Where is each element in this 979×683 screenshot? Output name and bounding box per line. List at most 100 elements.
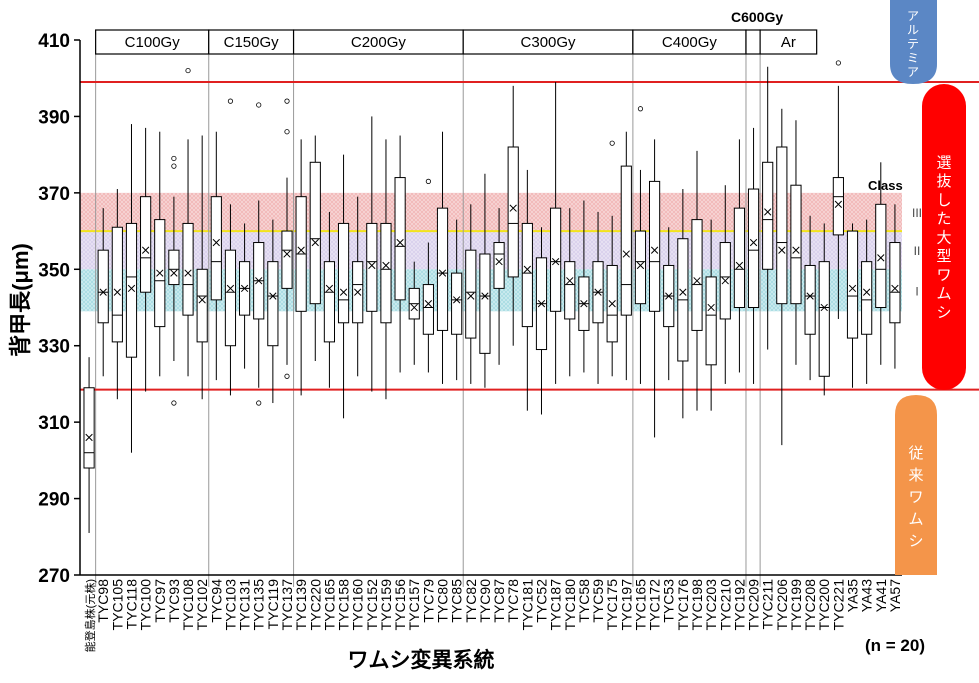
category-label: YA41 xyxy=(873,579,889,612)
box-TYC53 xyxy=(663,227,675,381)
mean-marker xyxy=(141,246,150,254)
box-iqr xyxy=(422,284,434,335)
box-TYC157 xyxy=(408,261,420,365)
mean-marker xyxy=(679,288,687,296)
category-label: TYC52 xyxy=(533,579,549,623)
mean-marker xyxy=(198,296,206,304)
category-label: YA43 xyxy=(859,579,875,612)
box-iqr xyxy=(493,242,505,289)
outlier-point xyxy=(284,129,290,135)
selected-rotifer-label-char: 抜 xyxy=(936,173,951,190)
x-axis-title: ワムシ変異系統 xyxy=(348,648,495,672)
box-iqr xyxy=(323,261,336,343)
mean-marker xyxy=(156,269,164,277)
selected-rotifer-label-char: ム xyxy=(936,286,951,303)
selected-rotifer-label-char: 大 xyxy=(936,229,951,246)
category-label: TYC98 xyxy=(95,579,111,623)
box-TYC208 xyxy=(804,215,816,381)
group-header-label: C150Gy xyxy=(224,34,280,51)
box-iqr xyxy=(550,207,562,312)
mean-marker xyxy=(339,288,348,296)
category-label: TYC53 xyxy=(661,579,677,623)
box-iqr xyxy=(846,230,859,339)
outlier-point xyxy=(171,155,177,162)
box-TYC160 xyxy=(352,196,364,377)
outlier-point xyxy=(256,102,262,108)
box-TYC206 xyxy=(776,108,788,446)
mean-marker xyxy=(410,303,418,312)
box-iqr xyxy=(111,226,123,343)
conventional-rotifer-label-char: シ xyxy=(908,533,923,550)
artemia-label-char: テ xyxy=(907,37,919,51)
mean-marker xyxy=(495,257,503,266)
box-TYC87 xyxy=(493,208,505,365)
category-label: TYC197 xyxy=(618,579,634,631)
category-label: TYC172 xyxy=(647,579,663,631)
mean-marker xyxy=(382,261,390,270)
outlier-point xyxy=(171,400,177,406)
category-label: TYC157 xyxy=(406,579,422,631)
box-iqr xyxy=(818,261,830,377)
category-label: TYC139 xyxy=(293,579,309,631)
mean-marker xyxy=(424,300,433,308)
category-label: TYC158 xyxy=(336,579,352,631)
group-header-box xyxy=(745,29,761,55)
category-label: TYC160 xyxy=(350,579,366,631)
box-TYC58 xyxy=(578,200,590,373)
mean-marker xyxy=(269,292,277,300)
category-label: TYC209 xyxy=(746,579,762,631)
outlier-point xyxy=(425,178,431,184)
box-iqr xyxy=(705,276,717,366)
conventional-rotifer-label-char: 来 xyxy=(908,467,923,484)
box-TYC175 xyxy=(606,140,618,377)
mean-marker xyxy=(580,300,588,308)
box-TYC210 xyxy=(719,185,731,384)
mean-marker xyxy=(735,261,744,270)
box-iqr xyxy=(648,180,661,312)
y-tick-label: 270 xyxy=(38,566,70,587)
box-iqr xyxy=(281,230,293,289)
box-TYC220 xyxy=(309,135,321,361)
box-iqr xyxy=(804,264,816,335)
outlier-point xyxy=(609,140,615,146)
selected-rotifer-label-char: 型 xyxy=(936,248,951,265)
box-iqr xyxy=(691,219,703,331)
box-iqr xyxy=(747,188,760,309)
box-iqr xyxy=(224,249,237,347)
box-TYC100 xyxy=(140,127,152,392)
mean-marker xyxy=(693,277,701,285)
mean-marker xyxy=(311,238,319,247)
group-header-label: C100Gy xyxy=(125,34,181,51)
box-TYC80 xyxy=(436,131,449,384)
box-iqr xyxy=(875,203,887,308)
mean-marker xyxy=(665,292,673,300)
box-TYC108 xyxy=(182,67,194,377)
mean-marker xyxy=(467,292,475,300)
category-label: YA35 xyxy=(845,579,861,612)
mean-marker xyxy=(820,303,828,312)
outlier-point xyxy=(185,67,191,74)
category-label: TYC100 xyxy=(138,579,154,631)
mean-marker xyxy=(806,292,814,300)
category-label: TYC210 xyxy=(717,579,733,631)
category-label: TYC220 xyxy=(307,579,323,631)
outlier-point xyxy=(171,163,177,169)
box-iqr xyxy=(564,261,576,320)
mean-marker xyxy=(85,433,93,442)
category-label: TYC90 xyxy=(477,579,493,623)
box-iqr xyxy=(196,268,208,343)
category-label: TYC93 xyxy=(166,579,182,623)
box-TYC165 xyxy=(634,106,647,384)
mean-marker xyxy=(891,284,899,293)
box-iqr xyxy=(634,230,647,305)
selected-rotifer-label-shape xyxy=(922,84,966,390)
mean-marker xyxy=(354,288,362,296)
box-iqr xyxy=(451,272,463,335)
category-label: TYC175 xyxy=(604,579,620,631)
mean-marker xyxy=(877,254,885,262)
category-label: TYC85 xyxy=(449,579,465,623)
mean-marker xyxy=(226,284,235,293)
